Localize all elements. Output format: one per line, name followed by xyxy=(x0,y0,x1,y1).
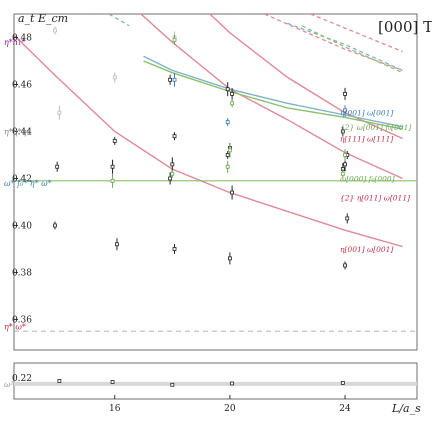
left-label: η* ω* xyxy=(4,323,26,332)
data-point xyxy=(57,379,62,383)
data-point xyxy=(170,162,175,167)
data-points xyxy=(53,26,350,387)
reference-lines xyxy=(14,180,417,386)
y-tick-label-lower: 0.22 xyxy=(12,374,32,384)
data-point xyxy=(343,91,347,96)
data-point xyxy=(53,28,57,33)
data-point xyxy=(112,75,117,80)
y-tick-label: 0.48 xyxy=(12,33,32,43)
data-point xyxy=(230,91,234,96)
data-point xyxy=(225,120,230,124)
data-point xyxy=(225,87,230,92)
data-point xyxy=(343,263,347,268)
x-tick-label: 20 xyxy=(224,404,236,414)
y-tick-label: 0.44 xyxy=(12,127,32,137)
curve-label: η[001] ω[001] xyxy=(340,245,393,254)
x-tick-label: 24 xyxy=(339,404,351,414)
data-point xyxy=(340,171,345,176)
tick-labels: 16 20 24 0.36 0.38 0.40 0.42 0.44 0.46 0.48 0.22 xyxy=(12,33,351,414)
data-point xyxy=(55,164,60,169)
chart-title: [000] T₁⁻ xyxy=(378,18,432,36)
data-point xyxy=(340,380,345,385)
curve-label: {2} η[011] ω[011] xyxy=(340,193,410,202)
data-point xyxy=(225,164,230,169)
data-point xyxy=(345,216,350,221)
data-point xyxy=(110,380,115,384)
data-point xyxy=(225,153,230,157)
y-axis-label: a_t E_cm xyxy=(18,12,68,25)
y-tick-label: 0.36 xyxy=(12,315,32,325)
left-label: ω¹ xyxy=(4,380,14,389)
data-point xyxy=(110,178,115,183)
x-tick-label: 16 xyxy=(109,404,121,414)
data-point xyxy=(110,164,115,169)
data-point xyxy=(53,223,57,228)
data-point xyxy=(57,110,62,115)
dashed-curve-0 xyxy=(264,14,403,72)
data-point xyxy=(172,134,177,139)
data-point xyxy=(340,129,345,134)
data-point xyxy=(168,176,173,181)
data-point xyxy=(227,148,232,153)
axes xyxy=(13,13,418,400)
data-point xyxy=(227,256,232,261)
curve-3 xyxy=(143,55,403,128)
x-axis-label: L/a_s xyxy=(391,402,421,415)
curve-label: η[111] ω[111] xyxy=(340,135,393,144)
data-point xyxy=(172,77,177,82)
curve-label: η[001] ω[001] xyxy=(340,109,393,118)
left-label: η*h₁* xyxy=(4,38,25,47)
data-point xyxy=(112,138,117,143)
dashed-curve-4 xyxy=(301,25,403,74)
y-tick-label: 0.38 xyxy=(12,268,32,278)
lower-plot-frame xyxy=(13,362,418,400)
data-point xyxy=(230,190,234,195)
data-point xyxy=(343,108,347,113)
data-point xyxy=(172,37,177,42)
data-point xyxy=(172,247,177,251)
y-tick-label: 0.46 xyxy=(12,80,32,90)
data-point xyxy=(170,382,175,387)
data-point xyxy=(230,101,234,106)
y-tick-label: 0.40 xyxy=(12,221,32,231)
curve-4 xyxy=(143,60,403,130)
left-label: ω* f₀* η* ω* xyxy=(4,179,52,188)
curve-label: {2} ω[001] f₀[001] xyxy=(340,123,411,132)
dashed-curve-1 xyxy=(310,14,403,53)
y-tick-label: 0.42 xyxy=(12,174,32,184)
curve-labels: η*h₁* η*η*η† ω* f₀* η* ω* η* ω* ω¹ η[001] ω[0… xyxy=(4,38,411,389)
left-label: η*η*η† xyxy=(4,127,31,136)
data-point xyxy=(343,162,347,167)
data-point xyxy=(230,381,234,386)
data-point xyxy=(343,153,347,157)
data-point xyxy=(170,171,175,176)
data-point xyxy=(168,77,173,82)
data-point xyxy=(115,242,119,247)
upper-plot-frame xyxy=(13,13,418,351)
dashed-curve-2 xyxy=(108,14,130,27)
curve-label: ω[000] f₀[000] xyxy=(340,174,395,183)
